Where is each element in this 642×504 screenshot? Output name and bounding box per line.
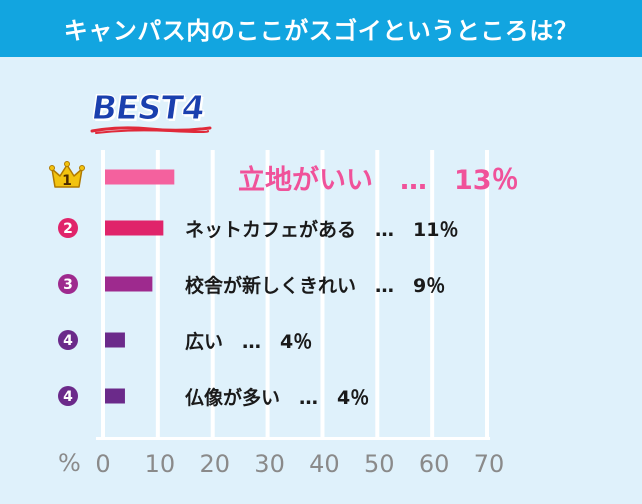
rank-number: 4	[63, 333, 73, 349]
rank-number: 3	[63, 277, 73, 293]
crown-icon: 1	[49, 161, 85, 189]
gridline-40	[320, 150, 325, 438]
gridline-70	[485, 150, 490, 438]
x-tick-label-40: 40	[309, 450, 340, 478]
rank-number: 2	[63, 221, 73, 237]
x-tick-label-70: 70	[474, 450, 505, 478]
bar-label-1: 立地がいい … 13％	[238, 165, 519, 196]
gridline-20	[210, 150, 215, 438]
bar-5	[105, 388, 125, 404]
rank-circle-icon: 4	[58, 386, 78, 406]
x-tick-label-60: 60	[419, 450, 450, 478]
x-tick-label-0: 0	[95, 450, 110, 478]
rank-circle-icon: 2	[58, 218, 78, 238]
gridline-0	[101, 150, 105, 438]
bar-label-2: ネットカフェがある … 11％	[185, 219, 459, 241]
bar-4	[105, 332, 125, 348]
bar-3	[105, 276, 153, 292]
badge-underline	[90, 126, 212, 134]
x-tick-label-30: 30	[254, 450, 285, 478]
gridline-60	[430, 150, 435, 438]
x-axis-unit-label: %	[58, 449, 81, 477]
gridline-50	[375, 150, 380, 438]
gridline-30	[265, 150, 270, 438]
bar-2	[105, 220, 164, 236]
x-axis-line	[96, 437, 491, 440]
rank-circle-icon: 3	[58, 274, 78, 294]
rank-number: 1	[62, 173, 72, 189]
page-title: キャンパス内のここがスゴイというところは？	[63, 17, 579, 45]
bar-label-5: 仏像が多い … 4％	[185, 387, 370, 409]
rank-circle-icon: 4	[58, 330, 78, 350]
gridline-10	[155, 150, 160, 438]
x-tick-label-50: 50	[364, 450, 395, 478]
bar-label-3: 校舎が新しくきれい … 9％	[185, 275, 446, 297]
header-banner: キャンパス内のここがスゴイというところは？	[0, 0, 642, 57]
x-tick-label-10: 10	[145, 450, 176, 478]
bar-label-4: 広い … 4％	[185, 331, 313, 353]
rank-number: 4	[63, 389, 73, 405]
x-tick-label-20: 20	[199, 450, 230, 478]
bar-1	[105, 169, 175, 185]
